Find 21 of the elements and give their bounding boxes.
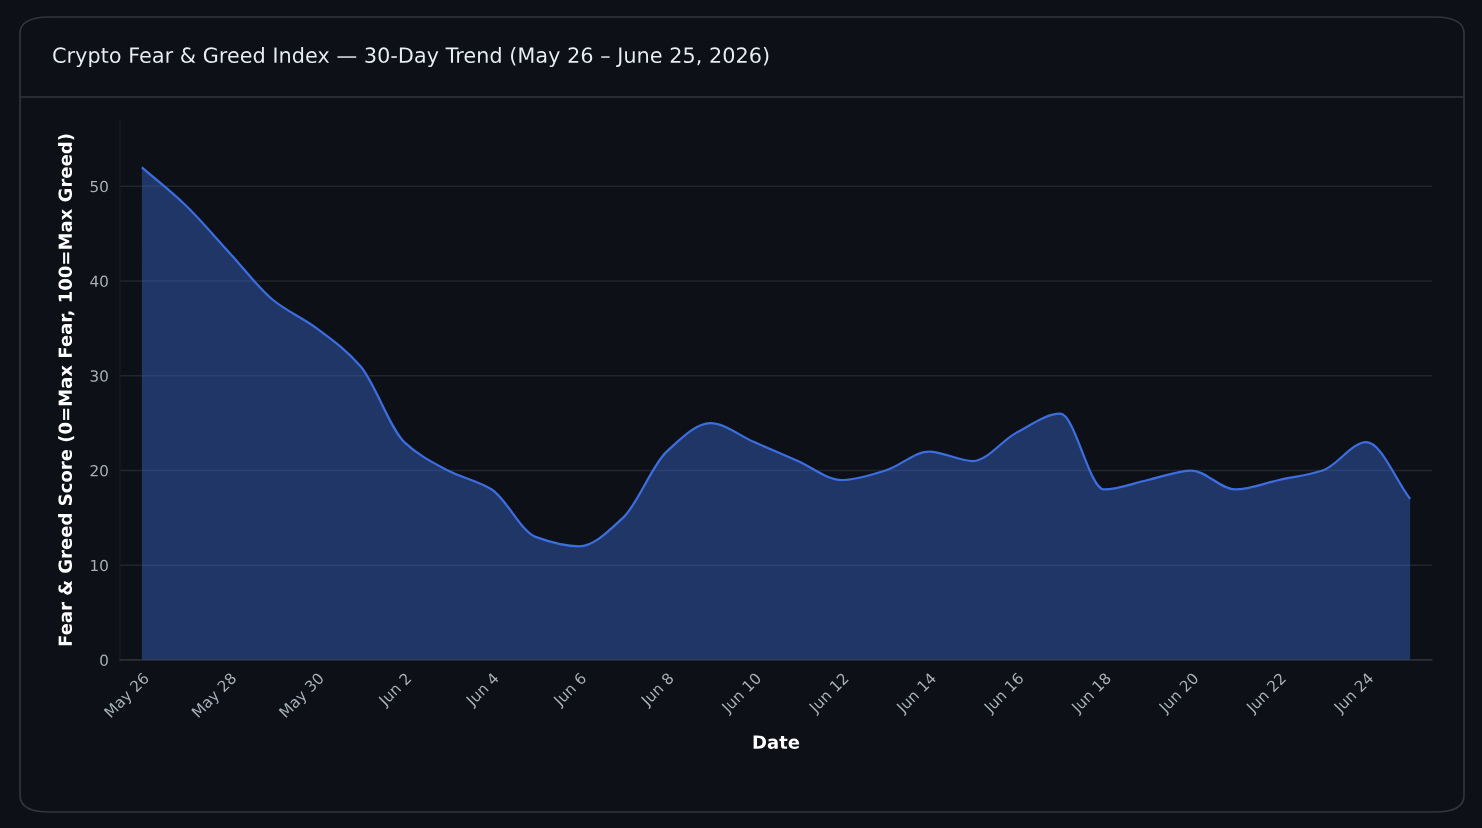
y-tick-label: 20: [90, 464, 108, 477]
x-tick-label: Jun 4: [464, 672, 502, 710]
y-tick-label: 0: [100, 654, 108, 667]
y-tick-label: 40: [90, 275, 108, 288]
chart-title: Crypto Fear & Greed Index — 30-Day Trend (May 26 – June 25, 2026): [53, 46, 769, 68]
x-tick-label: Jun 2: [376, 672, 414, 710]
x-tick-label: Jun 12: [807, 672, 851, 717]
x-tick-label: Jun 6: [551, 671, 589, 710]
x-tick-label: Jun 18: [1069, 672, 1114, 717]
y-axis-title: Fear & Greed Score (0=Max Fear, 100=Max Greed): [58, 134, 75, 646]
x-tick-label: Jun 16: [982, 671, 1027, 717]
y-tick-label: 50: [90, 180, 108, 193]
x-tick-label: Jun 22: [1244, 672, 1289, 717]
x-tick-label: Jun 10: [719, 672, 764, 717]
x-tick-label: Jun 24: [1331, 671, 1377, 717]
x-tick-label: Jun 20: [1157, 672, 1202, 717]
x-axis-title: Date: [753, 735, 800, 749]
y-tick-label: 10: [91, 559, 108, 572]
x-tick-label: Jun 14: [894, 672, 939, 717]
y-tick-label: 30: [90, 370, 108, 382]
x-tick-label: Jun 8: [639, 672, 677, 710]
